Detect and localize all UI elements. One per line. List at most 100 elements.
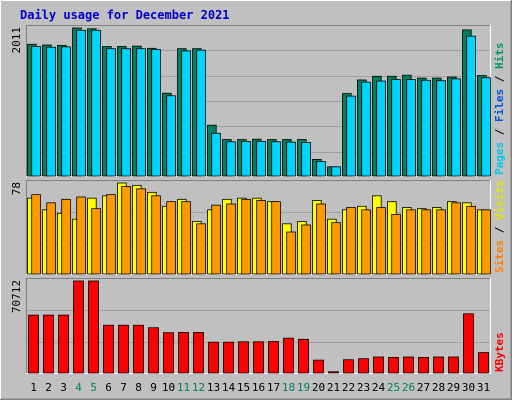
xtick-label-14: 14 [222, 381, 236, 394]
ytick-label-kbytes: 70712 [10, 280, 23, 313]
xtick-label-18: 18 [282, 381, 295, 394]
xtick-label-9: 9 [150, 381, 157, 394]
xtick-label-28: 28 [432, 381, 445, 394]
bar-files-14 [226, 141, 236, 177]
bar-sites-13 [211, 204, 221, 275]
xtick-label-2: 2 [45, 381, 52, 394]
legend-entry: Hits [493, 43, 506, 70]
bar-sites-14 [226, 203, 236, 275]
bar-sites-3 [61, 198, 71, 275]
xtick-label-7: 7 [120, 381, 127, 394]
bar-kbytes-5 [88, 280, 99, 374]
bar-sites-26 [406, 209, 416, 275]
bar-kbytes-17 [268, 341, 279, 374]
bar-kbytes-4 [73, 280, 84, 374]
bar-kbytes-26 [403, 356, 414, 374]
xtick-label-13: 13 [207, 381, 220, 394]
bar-kbytes-12 [193, 332, 204, 374]
bar-kbytes-21 [328, 371, 339, 374]
legend-entry: Sites [493, 240, 506, 273]
bar-sites-31 [481, 209, 491, 275]
bar-files-17 [271, 141, 281, 177]
xtick-label-26: 26 [402, 381, 415, 394]
xtick-label-24: 24 [372, 381, 386, 394]
legend-entry: KBytes [493, 332, 506, 372]
xtick-label-17: 17 [267, 381, 280, 394]
bar-sites-28 [436, 209, 446, 275]
xtick-label-5: 5 [90, 381, 97, 394]
bar-kbytes-25 [388, 356, 399, 374]
bar-kbytes-15 [238, 341, 249, 374]
legend-entry: Pages [493, 142, 506, 175]
xtick-label-30: 30 [462, 381, 475, 394]
bar-sites-19 [301, 224, 311, 275]
bar-kbytes-22 [343, 359, 354, 374]
bar-sites-10 [166, 201, 176, 275]
bar-sites-2 [46, 202, 56, 275]
xtick-label-12: 12 [192, 381, 205, 394]
bar-kbytes-13 [208, 341, 219, 374]
bar-sites-24 [376, 207, 386, 275]
xtick-label-27: 27 [417, 381, 430, 394]
bar-sites-30 [466, 205, 476, 275]
xtick-label-10: 10 [162, 381, 175, 394]
bar-kbytes-1 [28, 314, 39, 374]
bar-sites-5 [91, 208, 101, 275]
xtick-label-6: 6 [105, 381, 112, 394]
bar-kbytes-3 [58, 314, 69, 374]
bar-sites-8 [136, 188, 146, 275]
bar-files-6 [106, 48, 116, 177]
bar-files-25 [391, 79, 401, 177]
bar-kbytes-7 [118, 324, 129, 374]
bar-files-2 [46, 46, 56, 177]
xtick-label-3: 3 [60, 381, 67, 394]
bar-sites-17 [271, 201, 281, 275]
xtick-label-22: 22 [342, 381, 355, 394]
bar-kbytes-6 [103, 324, 114, 374]
xtick-label-16: 16 [252, 381, 265, 394]
bar-sites-11 [181, 201, 191, 275]
bar-kbytes-9 [148, 327, 159, 374]
bar-kbytes-14 [223, 341, 234, 374]
bar-sites-9 [151, 195, 161, 275]
xtick-label-1: 1 [30, 381, 37, 394]
bar-kbytes-10 [163, 332, 174, 374]
bar-files-4 [76, 29, 86, 177]
bar-sites-21 [331, 222, 341, 275]
bar-files-21 [331, 166, 341, 177]
xtick-label-21: 21 [327, 381, 340, 394]
bar-files-3 [61, 46, 71, 177]
bar-files-30 [466, 35, 476, 177]
bar-kbytes-27 [418, 356, 429, 374]
bar-kbytes-8 [133, 324, 144, 374]
bar-sites-12 [196, 223, 206, 275]
xtick-label-19: 19 [297, 381, 310, 394]
xtick-label-15: 15 [237, 381, 250, 394]
bar-kbytes-20 [313, 359, 324, 374]
bar-files-29 [451, 78, 461, 177]
bar-files-5 [91, 29, 101, 177]
bar-sites-7 [121, 186, 131, 275]
bar-files-12 [196, 49, 206, 177]
xtick-label-25: 25 [387, 381, 400, 394]
bar-files-23 [361, 81, 371, 177]
bar-kbytes-2 [43, 314, 54, 374]
bar-kbytes-18 [283, 337, 294, 374]
bar-files-24 [376, 80, 386, 177]
bar-kbytes-23 [358, 358, 369, 374]
xtick-label-23: 23 [357, 381, 370, 394]
bar-sites-1 [31, 194, 41, 275]
legend-entry: Files [493, 89, 506, 122]
bar-sites-22 [346, 207, 356, 275]
xtick-label-29: 29 [447, 381, 460, 394]
xtick-label-31: 31 [477, 381, 490, 394]
ytick-label-hits-files-pages: 2011 [10, 27, 23, 54]
bar-kbytes-16 [253, 341, 264, 374]
bar-kbytes-30 [463, 313, 474, 374]
bar-sites-29 [451, 202, 461, 275]
bar-sites-20 [316, 203, 326, 275]
bar-files-11 [181, 50, 191, 177]
xtick-label-8: 8 [135, 381, 142, 394]
bar-kbytes-29 [448, 356, 459, 374]
